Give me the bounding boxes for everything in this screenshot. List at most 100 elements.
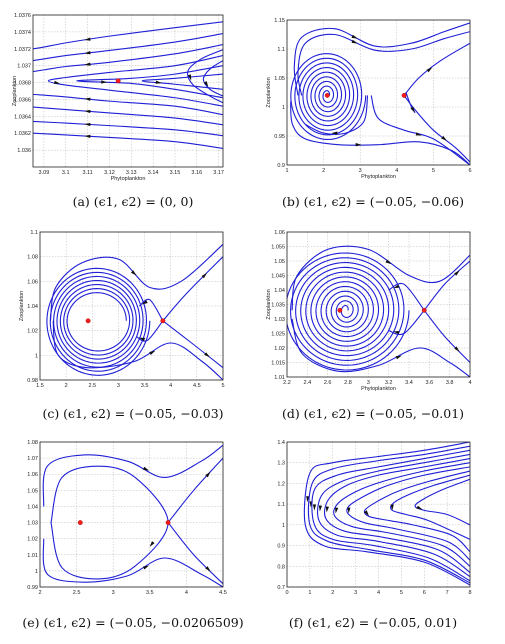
y-tick-label: 1.05	[27, 488, 38, 494]
direction-arrow	[441, 135, 447, 141]
trajectory-line	[42, 538, 223, 587]
direction-arrow	[138, 337, 146, 342]
trajectory-line	[423, 309, 470, 363]
caption-a: (a) (ϵ1, ϵ2) = (0, 0)	[73, 194, 194, 209]
x-tick-label: 1	[308, 590, 311, 596]
direction-arrow	[84, 51, 91, 55]
trajectory-line	[311, 449, 470, 582]
y-tick-label: 1.045	[271, 274, 285, 280]
x-tick-label: 3	[367, 380, 370, 386]
x-tick-label: 3.17	[213, 170, 224, 176]
trajectory-line	[33, 132, 223, 149]
trajectory-line	[403, 95, 470, 163]
y-tick-label: 1.02	[27, 537, 38, 543]
equilibrium-point	[77, 520, 83, 525]
trajectory-line	[303, 442, 470, 586]
y-tick-label: 1.0364	[14, 114, 31, 120]
y-tick-label: 0.7	[277, 585, 285, 591]
panel-e: 2 2.5 3 3.5 4 4.5 0.99 1 1.01 1.02 1.03 1.04 1.05 1.0…	[27, 440, 227, 596]
y-tick-label: 1.025	[271, 332, 285, 338]
caption-e: (e) (ϵ1, ϵ2) = (−0.05, −0.0206509)	[22, 615, 243, 630]
y-tick-label: 0.99	[27, 585, 38, 591]
x-tick-label: 3.8	[446, 380, 454, 386]
trajectory-line	[162, 320, 223, 369]
y-tick-label: 1.02	[274, 346, 285, 352]
y-tick-label: 1.035	[271, 303, 285, 309]
x-tick-label: 4	[185, 590, 188, 596]
trajectory-line	[333, 462, 470, 567]
x-tick-label: 2.5	[88, 383, 96, 389]
y-tick-label: 1.03	[274, 317, 285, 323]
y-tick-label: 1	[35, 353, 38, 359]
plot-area-e	[42, 444, 223, 587]
y-tick-label: 1.4	[277, 440, 285, 446]
trajectory-line	[33, 106, 223, 126]
panel-a: 3.09 3.1 3.11 3.12 3.13 3.14 3.15 3.16 3.17 1.036…	[12, 13, 224, 182]
y-tick-label: 1.01	[274, 375, 285, 381]
trajectory-line	[423, 260, 470, 311]
trajectory-line	[389, 474, 470, 540]
y-tick-label: 1.01	[27, 553, 38, 559]
direction-arrow	[393, 330, 400, 335]
y-tick-label: 1.0376	[14, 13, 31, 19]
y-tick-label: 1.1	[277, 502, 285, 508]
y-tick-label: 1	[35, 569, 38, 575]
x-tick-label: 2.6	[324, 380, 332, 386]
trajectory-line	[363, 470, 470, 553]
x-axis-label: Phytoplankton	[361, 174, 396, 180]
trajectory-line	[202, 60, 223, 97]
plot-frame-b	[286, 19, 471, 166]
x-tick-label: 2.8	[344, 380, 352, 386]
trajectory-line	[307, 445, 470, 584]
equilibrium-point	[324, 93, 330, 98]
x-tick-label: 3.5	[146, 590, 154, 596]
y-tick-label: 1.02	[27, 329, 38, 335]
plot-frame-c	[39, 231, 224, 381]
x-tick-label: 3.5	[141, 383, 149, 389]
x-tick-label: 3.1	[62, 170, 70, 176]
x-tick-label: 3.12	[104, 170, 115, 176]
trajectory-line	[42, 444, 223, 507]
x-tick-label: 3.09	[39, 170, 50, 176]
x-tick-label: 8	[468, 590, 471, 596]
equilibrium-point	[115, 78, 121, 84]
y-tick-label: 0.98	[27, 378, 38, 384]
y-tick-label: 1	[282, 523, 285, 529]
y-tick-label: 1.03	[27, 521, 38, 527]
x-tick-label: 3	[112, 590, 115, 596]
x-tick-label: 1.5	[36, 383, 44, 389]
x-tick-label: 3.6	[426, 380, 434, 386]
x-tick-label: 0	[285, 590, 288, 596]
y-tick-label: 1.05	[274, 259, 285, 265]
direction-arrow	[53, 80, 61, 84]
trajectory-line	[167, 457, 223, 523]
x-tick-label: 4	[169, 383, 172, 389]
direction-arrow	[201, 272, 207, 279]
direction-arrow	[318, 505, 323, 512]
direction-arrow	[187, 74, 192, 81]
x-tick-label: 2.5	[73, 590, 81, 596]
x-tick-label: 5	[432, 168, 435, 174]
x-tick-label: 4	[395, 168, 398, 174]
direction-arrow	[205, 471, 211, 478]
x-tick-label: 3.11	[82, 170, 92, 176]
x-axis-label: Phytoplankton	[111, 176, 146, 182]
x-tick-label: 5	[221, 383, 224, 389]
x-tick-label: 2	[331, 590, 334, 596]
y-tick-label: 1.0372	[14, 47, 31, 53]
x-axis-label: Phytoplankton	[361, 386, 396, 392]
trajectory-line	[167, 522, 223, 585]
direction-arrow	[426, 67, 433, 73]
x-tick-label: 3.13	[126, 170, 137, 176]
direction-arrow	[130, 270, 137, 276]
direction-arrow	[410, 106, 415, 113]
caption-d: (d) (ϵ1, ϵ2) = (−0.05, −0.01)	[282, 406, 464, 421]
direction-arrow	[203, 81, 209, 87]
direction-arrow	[415, 132, 422, 136]
trajectory-line	[47, 54, 223, 107]
direction-arrow	[142, 466, 150, 471]
y-axis-label: Zooplankton	[266, 77, 272, 107]
y-axis-label: Zooplankton	[12, 76, 18, 106]
y-tick-label: 1.08	[27, 255, 38, 261]
direction-arrow	[84, 109, 91, 114]
